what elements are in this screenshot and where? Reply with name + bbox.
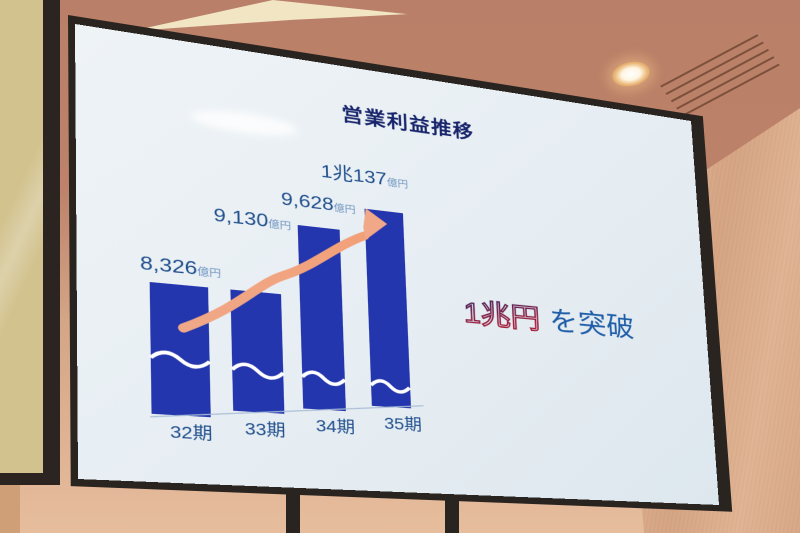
svg-text:32期: 32期 [170,422,213,443]
svg-text:9,628億円: 9,628億円 [281,188,356,217]
svg-text:1兆円 を突破: 1兆円 を突破 [463,297,635,343]
svg-text:1兆137億円: 1兆137億円 [321,161,409,192]
svg-text:9,130億円: 9,130億円 [213,204,291,233]
svg-text:営業利益推移: 営業利益推移 [341,103,475,143]
svg-text:8,326億円: 8,326億円 [140,252,221,281]
svg-text:34期: 34期 [316,416,356,437]
svg-text:33期: 33期 [245,419,286,440]
svg-text:35期: 35期 [384,414,423,434]
